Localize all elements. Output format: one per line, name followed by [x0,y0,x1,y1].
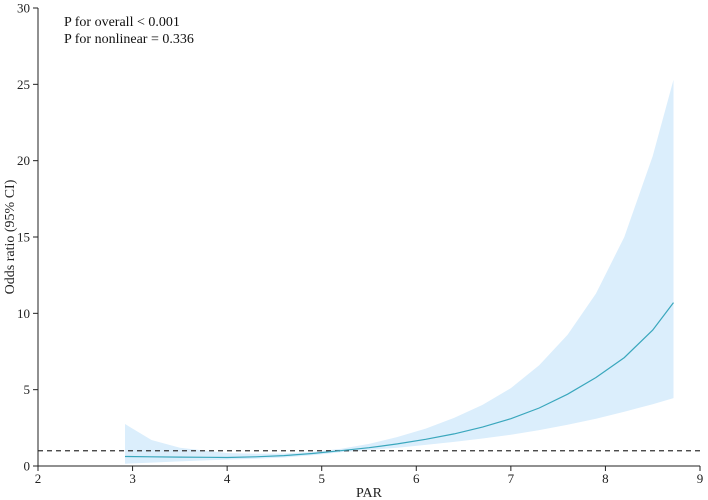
y-tick-label: 5 [24,382,31,397]
y-tick-label: 20 [17,153,30,168]
x-tick-label: 9 [697,471,704,486]
x-tick-label: 8 [602,471,609,486]
x-tick-label: 7 [508,471,515,486]
y-tick-label: 10 [17,306,30,321]
annotation-p-overall: P for overall < 0.001 [64,15,180,30]
y-tick-label: 15 [17,230,30,245]
x-tick-label: 4 [224,471,231,486]
annotation-p-nonlinear: P for nonlinear = 0.336 [64,32,194,47]
x-tick-label: 5 [318,471,325,486]
confidence-band [125,79,674,464]
y-tick-label: 25 [17,77,30,92]
y-tick-label: 0 [24,459,31,474]
x-tick-label: 2 [35,471,42,486]
x-axis-title: PAR [356,486,383,500]
y-tick-label: 30 [17,1,30,16]
x-tick-label: 3 [129,471,136,486]
ticks: 2 3 4 5 6 7 8 9 0 5 10 15 20 25 30 [17,1,703,487]
y-axis-title: Odds ratio (95% CI) [3,179,18,294]
series-line [124,302,674,459]
x-tick-label: 6 [413,471,420,486]
confidence-band-layer [125,79,674,464]
series-line-layer [124,302,674,459]
